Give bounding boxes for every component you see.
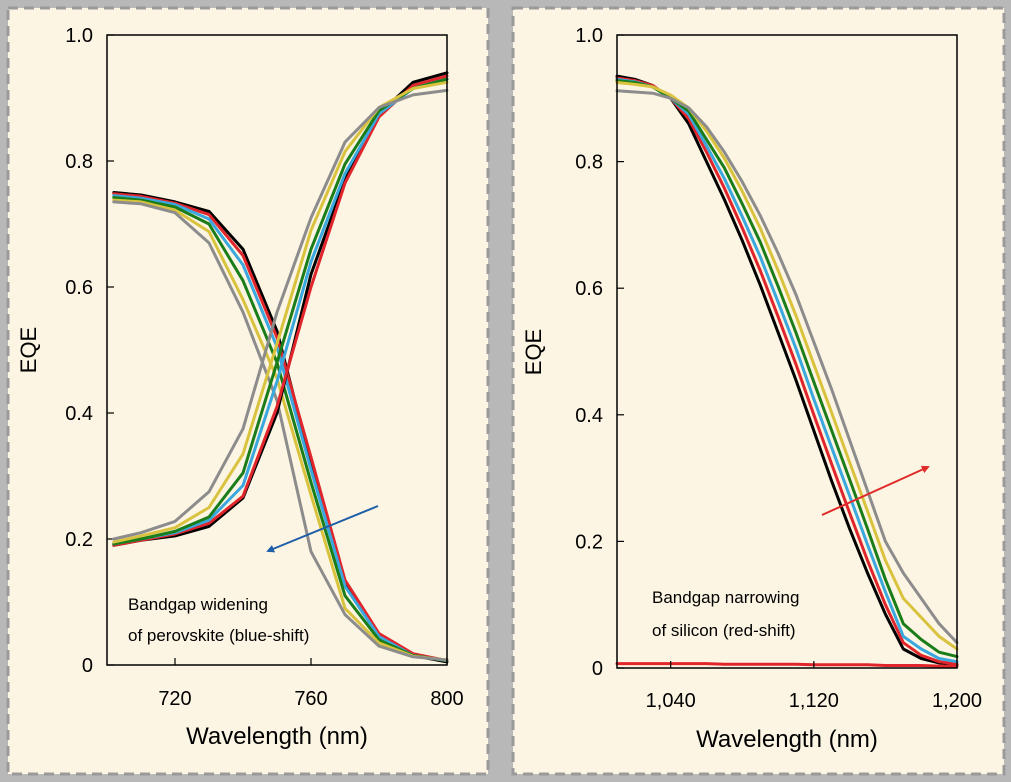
y-tick-label: 0.2 bbox=[65, 529, 93, 551]
x-tick-label: 1,200 bbox=[932, 690, 982, 712]
x-axis-label: Wavelength (nm) bbox=[696, 726, 878, 753]
annotation-line-2: of perovskite (blue-shift) bbox=[128, 626, 309, 645]
x-tick-label: 1,040 bbox=[646, 690, 696, 712]
x-tick-label: 720 bbox=[158, 688, 191, 710]
panel-silicon: 0 0.2 0.4 0.6 0.8 1.0 1,040 1,120 1,200 EQE Wav… bbox=[511, 6, 1006, 776]
y-tick-label: 0.6 bbox=[575, 278, 603, 300]
annotation-line-1: Bandgap narrowing bbox=[652, 588, 799, 607]
panel-perovskite-frame bbox=[6, 6, 490, 776]
series-line-11 bbox=[112, 80, 449, 544]
x-tick-label: 1,120 bbox=[789, 690, 839, 712]
annotation-line-2: of silicon (red-shift) bbox=[652, 621, 796, 640]
y-tick-label: 0.8 bbox=[575, 152, 603, 174]
y-tick-label: 1.0 bbox=[575, 25, 603, 47]
y-tick-label: 0.4 bbox=[575, 405, 603, 427]
y-tick-label: 1.0 bbox=[65, 25, 93, 47]
series-line-6 bbox=[112, 200, 449, 662]
y-tick-label: 0.6 bbox=[65, 277, 93, 299]
blue-shift-arrow bbox=[266, 505, 379, 553]
x-axis-ticks: 720 760 800 bbox=[158, 658, 464, 710]
y-tick-label: 0.8 bbox=[65, 151, 93, 173]
series-line-5 bbox=[615, 81, 959, 651]
eqe-curves bbox=[112, 71, 449, 664]
red-shift-arrow bbox=[821, 465, 930, 516]
annotation-line-1: Bandgap widening bbox=[128, 595, 268, 614]
x-axis-label: Wavelength (nm) bbox=[186, 723, 368, 750]
series-line-6 bbox=[615, 89, 959, 645]
y-axis-label: EQE bbox=[521, 329, 546, 375]
y-tick-label: 0 bbox=[82, 655, 93, 677]
x-tick-label: 800 bbox=[430, 688, 463, 710]
panel-perovskite: 0 0.2 0.4 0.6 0.8 1.0 720 760 800 EQE Wavelengt… bbox=[6, 6, 490, 776]
panel-silicon-frame bbox=[511, 6, 1006, 776]
y-tick-label: 0.4 bbox=[65, 403, 93, 425]
y-axis-label: EQE bbox=[16, 327, 41, 373]
plot-frame bbox=[616, 34, 958, 669]
plot-frame bbox=[106, 34, 448, 666]
y-tick-label: 0 bbox=[592, 658, 603, 680]
y-tick-label: 0.2 bbox=[575, 531, 603, 553]
x-tick-label: 760 bbox=[294, 688, 327, 710]
eqe-curves bbox=[615, 74, 959, 668]
series-line-7 bbox=[615, 662, 959, 668]
series-line-12 bbox=[112, 88, 449, 541]
y-axis-ticks: 0 0.2 0.4 0.6 0.8 1.0 bbox=[575, 25, 624, 680]
x-axis-ticks: 1,040 1,120 1,200 bbox=[646, 661, 982, 712]
